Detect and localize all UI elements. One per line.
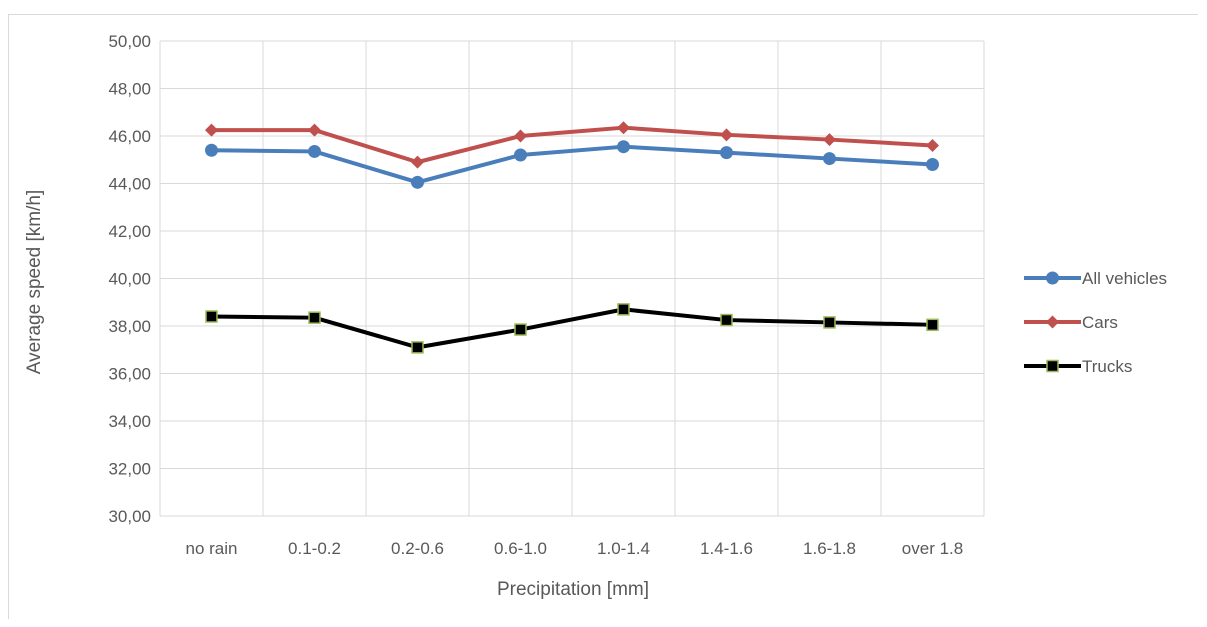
data-point xyxy=(514,129,527,143)
legend-label: Cars xyxy=(1082,313,1118,332)
y-tick-label: 48,00 xyxy=(108,80,151,99)
y-tick-label: 34,00 xyxy=(108,412,151,431)
data-point xyxy=(205,143,218,157)
x-tick-label: 0.2-0.6 xyxy=(391,539,444,558)
y-tick-label: 36,00 xyxy=(108,365,151,384)
data-point xyxy=(514,323,527,336)
series-trucks xyxy=(205,303,939,354)
x-tick-label: 1.6-1.8 xyxy=(803,539,856,558)
x-tick-label: 0.6-1.0 xyxy=(494,539,547,558)
data-point xyxy=(308,311,321,324)
data-point xyxy=(720,313,733,327)
data-point xyxy=(617,140,630,154)
y-tick-label: 32,00 xyxy=(108,460,151,479)
data-point xyxy=(926,158,939,171)
y-tick-label: 42,00 xyxy=(108,222,151,241)
x-tick-label: 1.0-1.4 xyxy=(597,539,650,558)
legend-label: All vehicles xyxy=(1082,269,1167,288)
data-point xyxy=(308,123,321,137)
y-tick-label: 38,00 xyxy=(108,317,151,336)
data-point xyxy=(823,133,836,147)
data-point xyxy=(411,175,424,189)
data-point xyxy=(411,341,424,354)
legend-item: Trucks xyxy=(1024,357,1132,376)
data-point xyxy=(617,121,630,135)
data-point xyxy=(205,310,218,323)
series-line xyxy=(209,125,935,165)
legend-label: Trucks xyxy=(1082,357,1132,376)
x-tick-label: over 1.8 xyxy=(902,539,963,558)
data-point xyxy=(720,128,733,142)
data-point xyxy=(926,318,939,332)
y-tick-label: 46,00 xyxy=(108,127,151,146)
grid-lines xyxy=(159,40,985,517)
legend-item: All vehicles xyxy=(1024,269,1167,288)
legend-item: Cars xyxy=(1024,313,1118,332)
data-point xyxy=(823,152,836,166)
legend-swatch-marker xyxy=(1046,271,1059,285)
data-point xyxy=(823,316,836,329)
y-tick-label: 44,00 xyxy=(108,175,151,194)
series-cars xyxy=(205,121,939,169)
legend-swatch-marker xyxy=(1046,315,1059,329)
chart-frame xyxy=(8,14,1198,619)
x-tick-labels: no rain 0.1-0.2 0.2-0.6 0.6-1.0 1.0-1.4 1.4-1… xyxy=(186,539,964,558)
x-tick-label: no rain xyxy=(186,539,238,558)
y-axis-label: Average speed [km/h] xyxy=(24,190,45,374)
series-line xyxy=(209,307,935,350)
data-point xyxy=(926,139,939,152)
data-point xyxy=(720,146,733,160)
data-point xyxy=(514,148,527,162)
series-all-vehicles xyxy=(205,140,939,189)
data-point xyxy=(308,144,321,158)
legend: All vehicles Cars Trucks xyxy=(1024,269,1167,376)
x-axis-label: Precipitation [mm] xyxy=(497,579,649,600)
series-layer xyxy=(205,121,939,354)
data-point xyxy=(205,123,218,137)
y-tick-label: 30,00 xyxy=(108,507,151,526)
data-point xyxy=(411,155,424,169)
y-tick-label: 40,00 xyxy=(108,270,151,289)
x-tick-label: 0.1-0.2 xyxy=(288,539,341,558)
x-tick-label: 1.4-1.6 xyxy=(700,539,753,558)
y-tick-labels: 30,00 32,00 34,00 36,00 38,00 40,00 42,00 44,00… xyxy=(108,32,151,526)
data-point xyxy=(617,303,630,316)
series-line xyxy=(209,144,935,185)
legend-swatch-marker xyxy=(1046,359,1059,373)
y-tick-label: 50,00 xyxy=(108,32,151,51)
